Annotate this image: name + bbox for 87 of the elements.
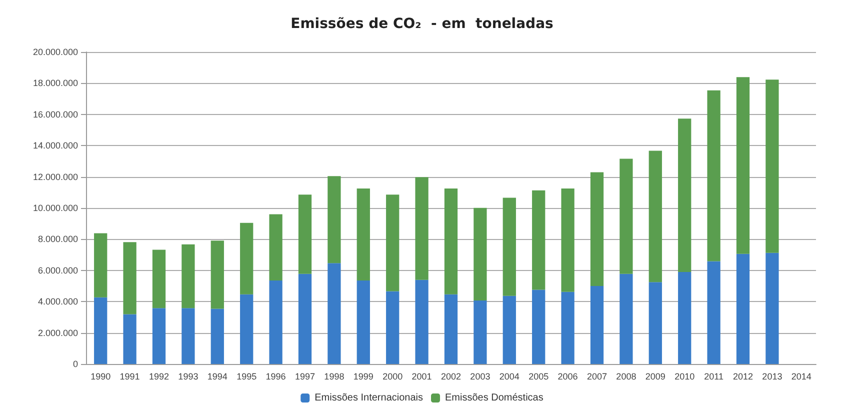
x-tick-label: 1990 — [90, 372, 111, 382]
x-tick-label: 2002 — [440, 372, 462, 382]
bar — [152, 308, 166, 364]
x-tick-label: 1991 — [120, 372, 140, 382]
bar — [123, 314, 136, 364]
x-tick-label: 2004 — [499, 372, 520, 382]
bar — [736, 254, 750, 364]
bar — [240, 294, 254, 364]
bar — [152, 250, 166, 308]
bar — [182, 244, 195, 308]
x-tick-label: 2008 — [616, 372, 636, 382]
y-tick-label: 20.000.000 — [32, 47, 78, 57]
bar — [532, 290, 546, 364]
y-tick-label: 14.000.000 — [32, 140, 78, 151]
y-tick-label: 6.000.000 — [38, 265, 78, 276]
x-tick-label: 2003 — [470, 372, 490, 382]
x-tick-label: 1993 — [178, 372, 198, 382]
y-tick-label: 0 — [72, 359, 78, 369]
bar — [707, 261, 720, 364]
bar — [474, 300, 487, 364]
y-tick-label: 16.000.000 — [32, 109, 78, 120]
legend-label: Emissões Domésticas — [445, 392, 544, 404]
bar — [328, 176, 341, 264]
bar — [182, 308, 195, 364]
x-tick-label: 2000 — [382, 372, 403, 382]
x-tick-label: 2013 — [762, 372, 782, 382]
y-tick-label: 2.000.000 — [38, 328, 78, 338]
x-tick-label: 1997 — [294, 372, 316, 382]
bar — [590, 286, 604, 364]
bar — [766, 80, 779, 253]
bar — [415, 177, 428, 280]
bar — [210, 308, 224, 364]
y-tick-label: 12.000.000 — [32, 172, 78, 182]
bar — [648, 282, 662, 364]
x-tick-label: 1995 — [236, 372, 257, 382]
x-tick-label: 1999 — [353, 372, 374, 382]
bar — [269, 214, 282, 281]
legend-label: Emissões Internacionais — [314, 392, 424, 404]
bar — [590, 172, 604, 286]
y-tick-label: 4.000.000 — [38, 296, 78, 307]
bar — [386, 194, 400, 292]
bar — [123, 242, 136, 314]
x-tick-label: 2014 — [791, 372, 812, 382]
bar — [736, 77, 750, 254]
x-tick-label: 2011 — [704, 372, 724, 382]
y-tick-label: 18.000.000 — [32, 78, 78, 88]
bar — [766, 252, 779, 364]
bar — [298, 274, 312, 364]
bar — [648, 150, 662, 282]
bar — [210, 240, 224, 309]
bar — [561, 188, 574, 292]
x-tick-label: 1994 — [207, 372, 228, 382]
chart-title: Emissões de CO₂ - em toneladas — [290, 16, 554, 32]
x-tick-label: 2009 — [645, 372, 666, 382]
bar — [474, 208, 487, 301]
bar — [269, 280, 282, 364]
x-tick-label: 1998 — [324, 372, 344, 382]
bar — [502, 198, 516, 296]
bar — [356, 188, 370, 281]
bar — [678, 272, 692, 364]
y-tick-label: 8.000.000 — [38, 234, 78, 244]
x-tick-label: 2005 — [528, 372, 549, 382]
x-tick-label: 2006 — [558, 372, 578, 382]
bar — [707, 90, 720, 262]
bar — [94, 233, 108, 298]
bar — [678, 118, 692, 272]
x-tick-label: 1992 — [148, 372, 170, 382]
x-tick-label: 2012 — [732, 372, 754, 382]
bar — [240, 222, 254, 294]
bar — [356, 280, 370, 364]
bar — [298, 194, 312, 274]
bar — [444, 188, 458, 294]
bar — [94, 297, 108, 364]
bar — [328, 263, 341, 364]
bar — [620, 274, 633, 364]
bar — [532, 190, 546, 290]
bar — [386, 291, 400, 364]
x-tick-label: 2001 — [412, 372, 432, 382]
x-tick-label: 2007 — [586, 372, 608, 382]
bar — [620, 158, 633, 274]
y-tick-label: 10.000.000 — [32, 203, 78, 213]
x-tick-label: 2010 — [674, 372, 695, 382]
bar — [415, 280, 428, 364]
bar — [561, 292, 574, 364]
x-tick-label: 1996 — [266, 372, 286, 382]
bar — [444, 294, 458, 364]
bar — [502, 296, 516, 364]
